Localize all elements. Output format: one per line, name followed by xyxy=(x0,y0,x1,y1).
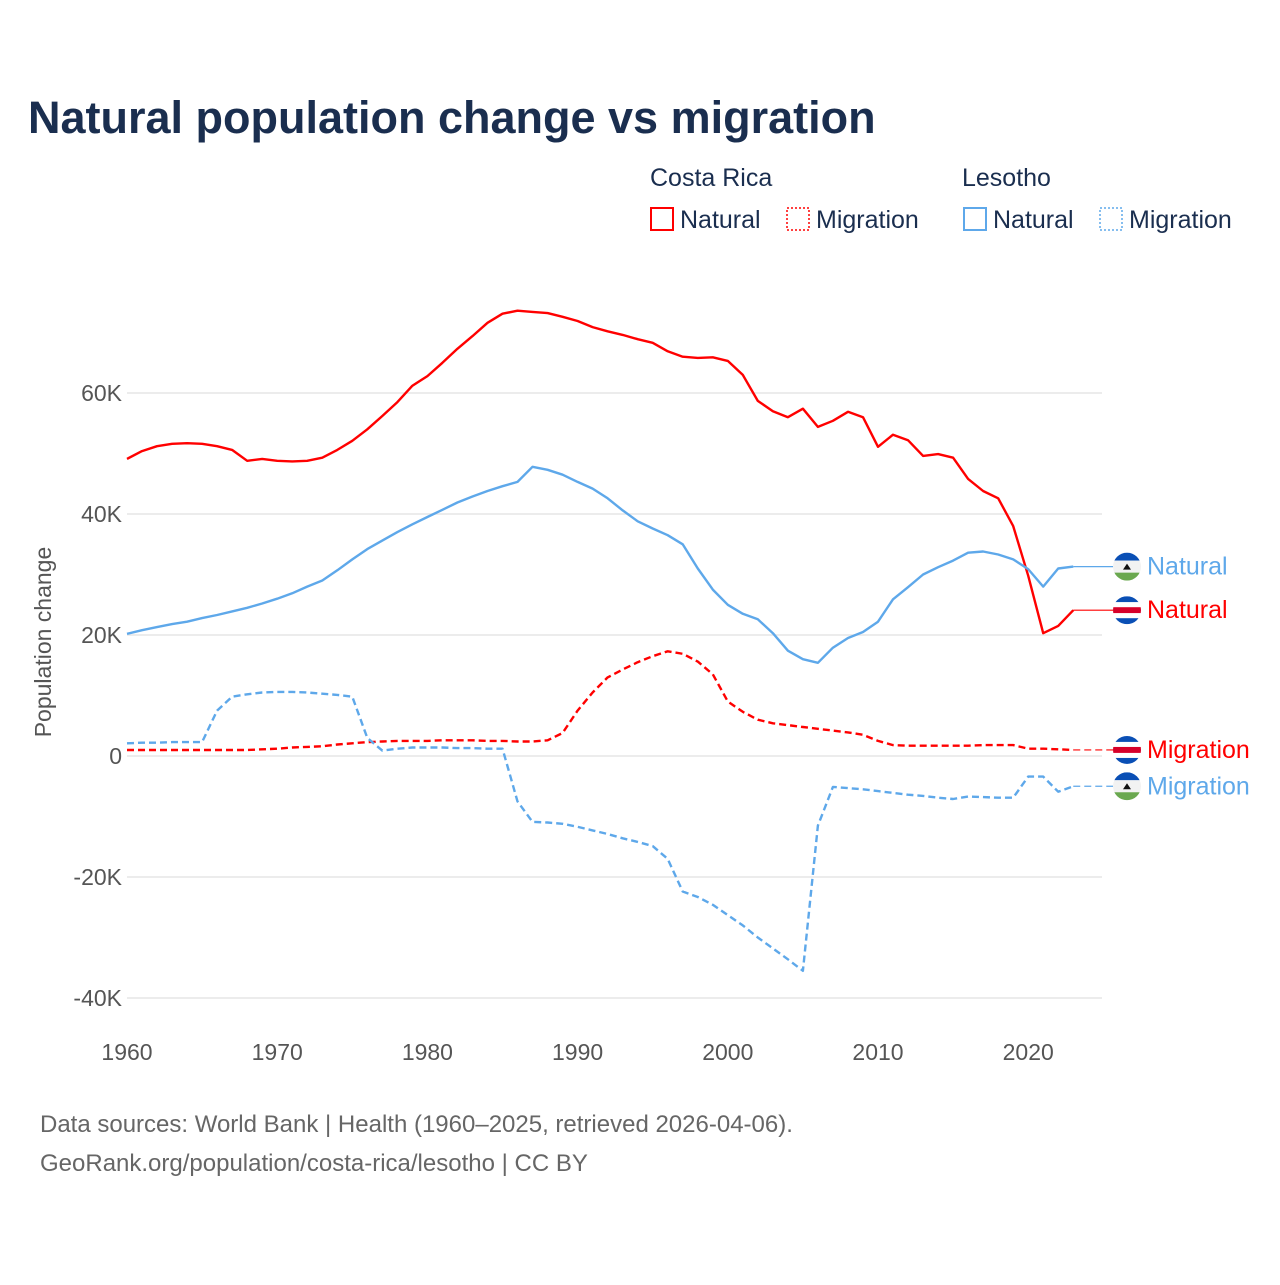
legend-label-ls-natural[interactable]: Natural xyxy=(993,206,1074,234)
legend-swatch-ls-migration xyxy=(1099,207,1123,231)
end-label-lesotho-migration: Migration xyxy=(1147,772,1250,800)
legend-swatch-cr-migration xyxy=(786,207,810,231)
series-line-lesotho-migration[interactable] xyxy=(126,690,1074,972)
chart-title: Natural population change vs migration xyxy=(28,92,876,143)
end-label-lesotho-natural: Natural xyxy=(1147,553,1228,581)
gridlines xyxy=(127,392,1102,999)
end-label-costa-rica-migration: Migration xyxy=(1147,736,1250,764)
y-tick-labels: -40K -20K 0 20K 40K 60K xyxy=(73,380,122,1011)
legend-label-cr-natural[interactable]: Natural xyxy=(680,206,761,234)
lesotho-flag-icon xyxy=(1113,772,1141,801)
costa-rica-flag-icon xyxy=(1113,735,1141,764)
x-tick-label: 1970 xyxy=(252,1039,303,1065)
y-tick-label: -40K xyxy=(73,985,122,1011)
legend-label-cr-migration[interactable]: Migration xyxy=(816,206,919,234)
series-line-lesotho-natural[interactable] xyxy=(126,465,1074,664)
x-tick-label: 2000 xyxy=(702,1039,753,1065)
legend: Costa Rica Lesotho Natural Migration Nat… xyxy=(650,164,1232,234)
series-lines xyxy=(126,309,1113,972)
source-note: Data sources: World Bank | Health (1960–… xyxy=(40,1111,793,1138)
legend-swatch-ls-natural xyxy=(963,207,987,231)
series-line-costa-rica-natural[interactable] xyxy=(126,309,1075,635)
costa-rica-flag-icon xyxy=(1113,596,1141,625)
legend-label-ls-migration[interactable]: Migration xyxy=(1129,206,1232,234)
legend-group-costa-rica: Costa Rica xyxy=(650,164,772,192)
series-line-costa-rica-migration[interactable] xyxy=(127,650,1074,752)
lesotho-flag-icon xyxy=(1113,552,1141,581)
x-tick-label: 1980 xyxy=(402,1039,453,1065)
y-axis-label: Population change xyxy=(30,547,56,738)
y-tick-label: 40K xyxy=(81,501,123,527)
x-tick-label: 2010 xyxy=(852,1039,903,1065)
x-tick-label: 1960 xyxy=(101,1039,152,1065)
x-tick-label: 1990 xyxy=(552,1039,603,1065)
x-tick-label: 2020 xyxy=(1003,1039,1054,1065)
y-tick-label: 60K xyxy=(81,380,123,406)
legend-swatch-cr-natural xyxy=(650,207,674,231)
y-tick-label: 0 xyxy=(109,743,122,769)
x-tick-labels: 1960 1970 1980 1990 2000 2010 2020 xyxy=(101,1039,1053,1065)
end-labels: Natural Migration Natural Migration xyxy=(1113,552,1250,801)
attribution-link[interactable]: GeoRank.org/population/costa-rica/lesoth… xyxy=(40,1150,588,1177)
end-label-costa-rica-natural: Natural xyxy=(1147,596,1228,624)
legend-group-lesotho: Lesotho xyxy=(962,164,1051,192)
y-tick-label: 20K xyxy=(81,622,123,648)
y-tick-label: -20K xyxy=(73,864,122,890)
